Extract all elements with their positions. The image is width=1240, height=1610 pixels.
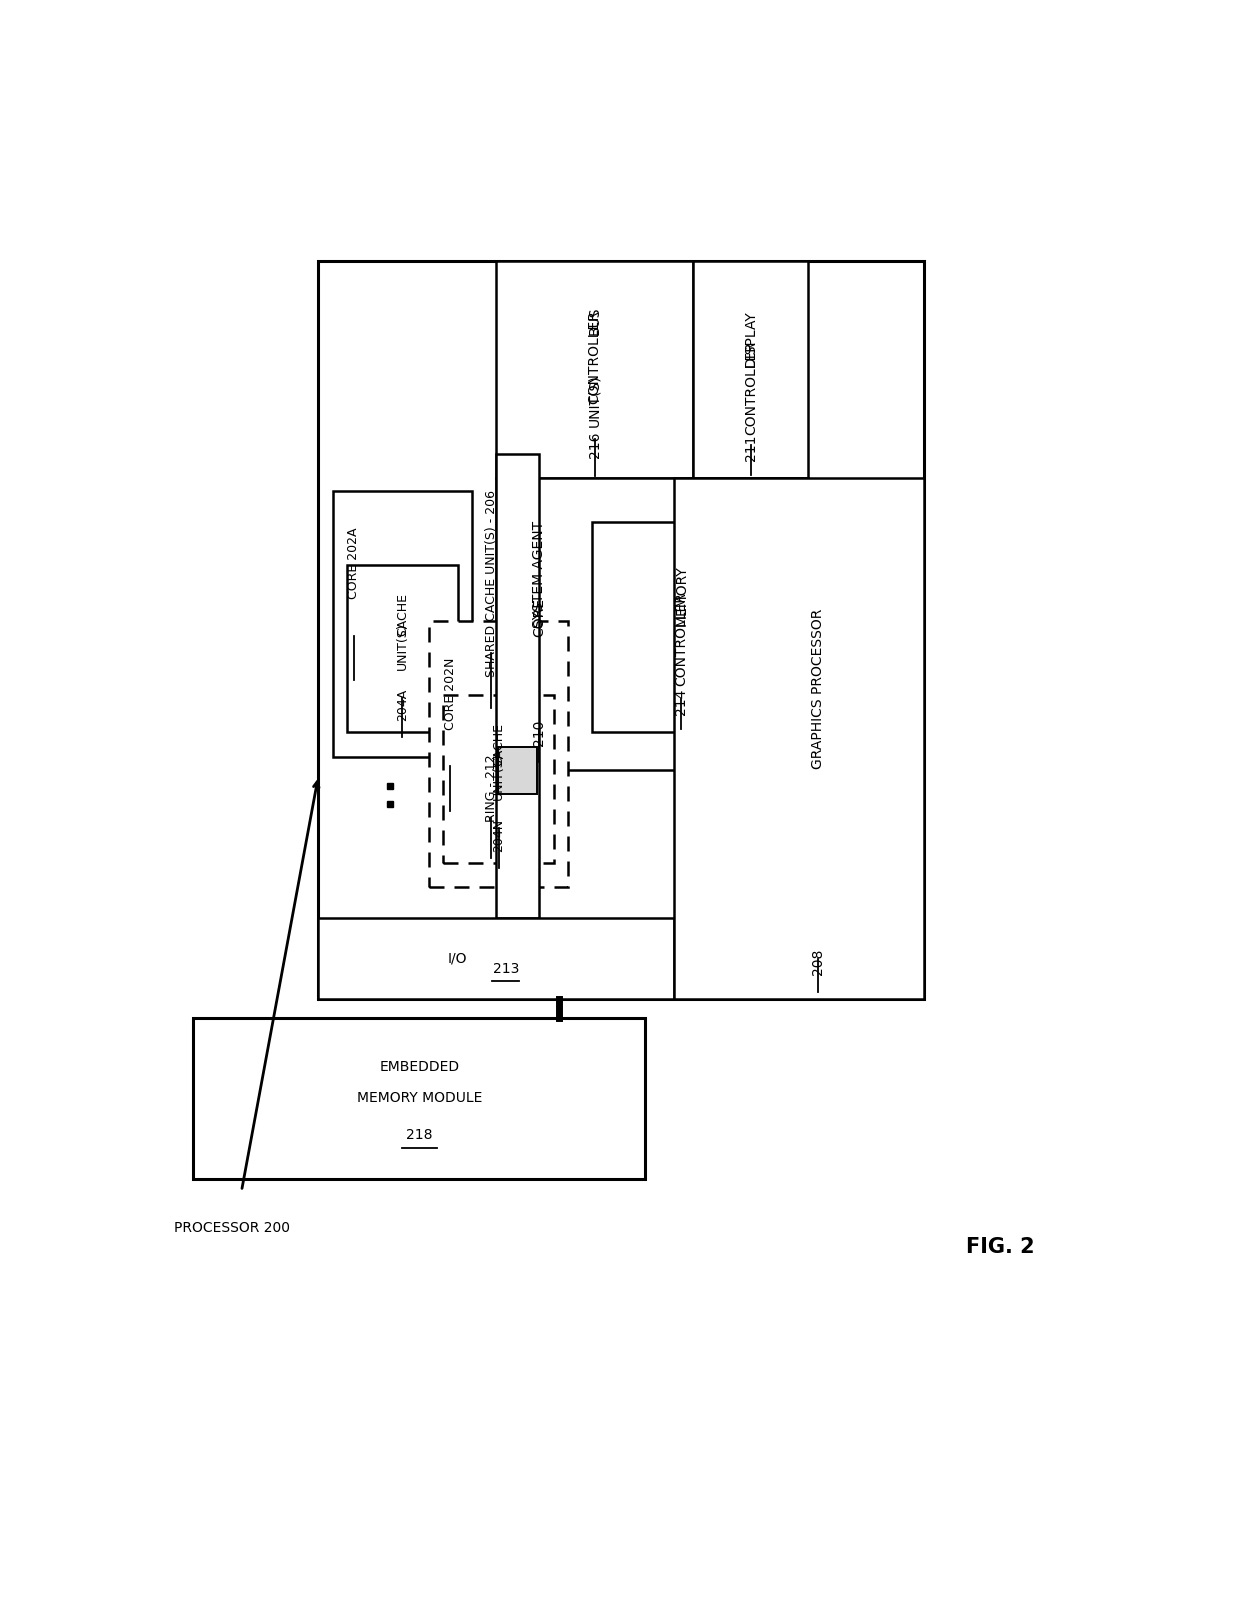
Text: UNIT(S): UNIT(S)	[588, 375, 601, 427]
Bar	[193, 1018, 645, 1179]
Text: 210: 210	[532, 720, 547, 745]
Bar	[496, 454, 539, 918]
Bar	[593, 522, 770, 733]
Bar	[347, 565, 458, 733]
Bar	[496, 261, 693, 478]
Text: CORE 202N: CORE 202N	[444, 658, 456, 731]
Bar	[444, 696, 554, 863]
Text: CONTROLLER: CONTROLLER	[675, 592, 688, 686]
Text: FIG. 2: FIG. 2	[966, 1236, 1035, 1257]
Text: 213: 213	[492, 961, 520, 976]
Bar	[675, 478, 924, 998]
Bar	[429, 621, 568, 887]
Text: MEMORY: MEMORY	[675, 565, 688, 626]
Text: CACHE: CACHE	[492, 723, 505, 766]
Text: CORE 202A: CORE 202A	[347, 528, 361, 599]
Text: RING - 212: RING - 212	[485, 755, 497, 823]
Text: CACHE: CACHE	[396, 592, 409, 636]
Text: 204A: 204A	[396, 689, 409, 721]
Text: 218: 218	[405, 1129, 433, 1143]
Text: BUS: BUS	[588, 306, 601, 335]
Text: I/O: I/O	[448, 952, 467, 966]
Text: DISPLAY: DISPLAY	[744, 311, 758, 367]
Bar	[496, 478, 808, 770]
Text: SYSTEM AGENT: SYSTEM AGENT	[532, 522, 547, 628]
Text: 208: 208	[811, 948, 825, 976]
Text: UNIT(S): UNIT(S)	[396, 623, 409, 670]
Text: SHARED CACHE UNIT(S) - 206: SHARED CACHE UNIT(S) - 206	[485, 489, 497, 678]
Text: UNIT(S): UNIT(S)	[492, 752, 505, 800]
Text: PROCESSOR 200: PROCESSOR 200	[174, 1222, 290, 1235]
Bar	[332, 491, 472, 757]
Text: EMBEDDED: EMBEDDED	[379, 1061, 459, 1074]
Bar	[498, 747, 537, 794]
Text: 214: 214	[675, 689, 688, 715]
Text: GRAPHICS PROCESSOR: GRAPHICS PROCESSOR	[811, 609, 825, 770]
Text: CORE: CORE	[532, 599, 547, 638]
Text: 216: 216	[588, 431, 601, 459]
Bar	[319, 261, 924, 998]
Bar	[319, 918, 675, 998]
Text: CONTROLLER: CONTROLLER	[744, 341, 758, 435]
Text: MEMORY MODULE: MEMORY MODULE	[357, 1092, 482, 1104]
Text: CONTROLLER: CONTROLLER	[588, 311, 601, 404]
Bar	[693, 261, 808, 478]
Text: 204N: 204N	[492, 819, 505, 852]
Text: 211: 211	[744, 435, 758, 460]
